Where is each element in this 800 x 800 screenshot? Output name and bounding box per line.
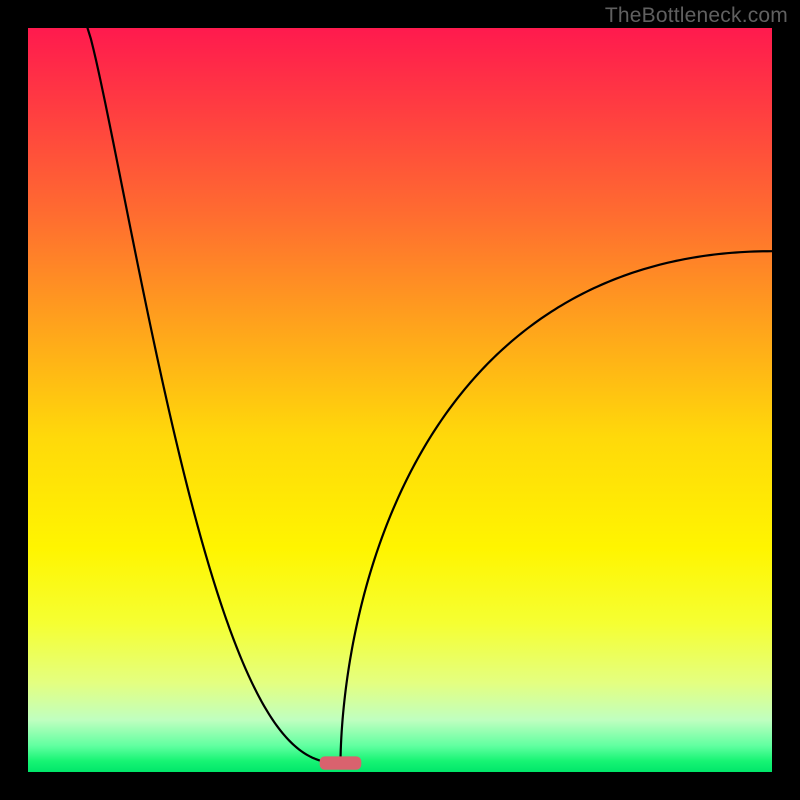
watermark-text: TheBottleneck.com	[605, 4, 788, 28]
min-marker	[320, 756, 362, 769]
gradient-background	[28, 28, 772, 772]
plot-svg	[28, 28, 772, 772]
chart-canvas: TheBottleneck.com	[0, 0, 800, 800]
plot-area	[28, 28, 772, 772]
